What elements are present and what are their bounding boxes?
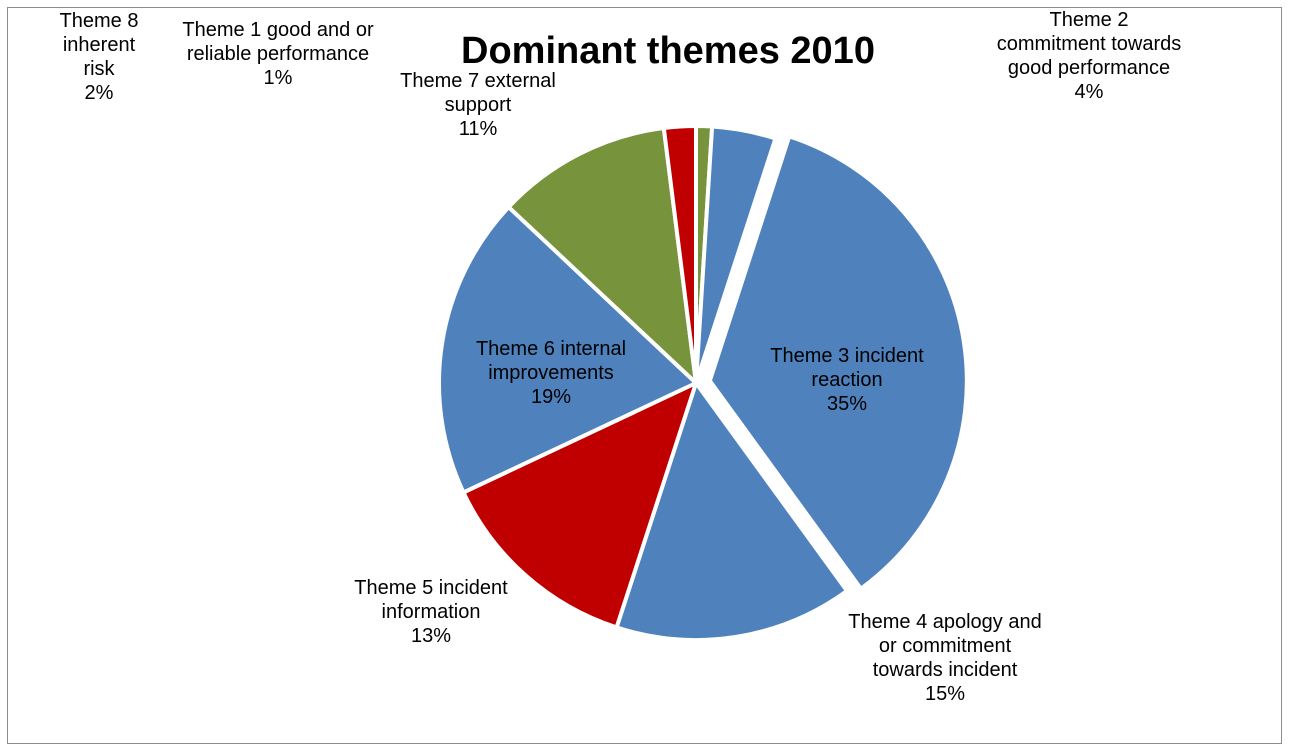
- slice-label-line: 4%: [1075, 81, 1104, 103]
- slice-label-line: 15%: [925, 683, 965, 705]
- slice-label-line: Theme 5 incident: [354, 577, 508, 599]
- slice-label-line: commitment towards: [997, 33, 1182, 55]
- slice-label-1: Theme 1 good and or reliable performance 1…: [182, 19, 374, 89]
- slice-label-line: improvements: [488, 362, 614, 384]
- slice-label-line: Theme 6 internal: [476, 338, 626, 360]
- slice-label-3: Theme 3 incident reaction 35%: [770, 345, 924, 415]
- slice-label-line: Theme 1 good and or: [182, 19, 374, 41]
- pie-slice-7: [506, 126, 698, 385]
- slice-label-line: support: [445, 94, 512, 116]
- pie-slices: [437, 124, 969, 642]
- slice-label-line: Theme 2: [1050, 9, 1129, 31]
- slice-label-8: Theme 8 inherent risk 2%: [60, 10, 139, 104]
- slice-label-line: good performance: [1008, 57, 1170, 79]
- slice-label-line: reliable performance: [187, 43, 369, 65]
- slice-label-7: Theme 7 external support 11%: [400, 70, 556, 140]
- slice-label-line: Theme 4 apology and: [848, 611, 1041, 633]
- slice-label-line: towards incident: [873, 659, 1018, 681]
- slice-label-line: inherent: [63, 34, 136, 56]
- chart-title: Dominant themes 2010: [461, 30, 875, 72]
- pie-slice-4: [614, 381, 850, 642]
- slice-label-2: Theme 2 commitment towards good performanc…: [997, 9, 1182, 103]
- pie-slice-5: [461, 381, 698, 630]
- slice-label-line: or commitment: [879, 635, 1012, 657]
- slice-label-6: Theme 6 internal improvements 19%: [476, 338, 626, 408]
- pie-slice-8: [661, 124, 698, 385]
- slice-label-line: 13%: [411, 625, 451, 647]
- pie-chart: Dominant themes 2010 Theme 1 good and or…: [60, 9, 1182, 705]
- slice-label-line: Theme 7 external: [400, 70, 556, 92]
- slice-label-4: Theme 4 apology and or commitment towards …: [848, 611, 1041, 705]
- chart-area: Dominant themes 2010 Theme 1 good and or…: [7, 7, 1282, 744]
- slice-label-line: 35%: [827, 393, 867, 415]
- slice-label-line: 2%: [85, 82, 114, 104]
- slice-label-line: 1%: [264, 67, 293, 89]
- slice-label-line: 11%: [459, 118, 498, 140]
- slice-label-line: Theme 3 incident: [770, 345, 924, 367]
- slice-label-line: 19%: [531, 386, 571, 408]
- slice-label-5: Theme 5 incident information 13%: [354, 577, 508, 647]
- slice-label-line: reaction: [811, 369, 882, 391]
- slice-label-line: risk: [83, 58, 115, 80]
- pie-slice-3: [707, 134, 969, 591]
- slice-label-line: information: [382, 601, 481, 623]
- slice-label-line: Theme 8: [60, 10, 139, 32]
- pie-slice-6: [437, 205, 698, 495]
- pie-slice-2: [694, 124, 778, 385]
- slice-labels: Theme 1 good and or reliable performance 1…: [60, 9, 1182, 705]
